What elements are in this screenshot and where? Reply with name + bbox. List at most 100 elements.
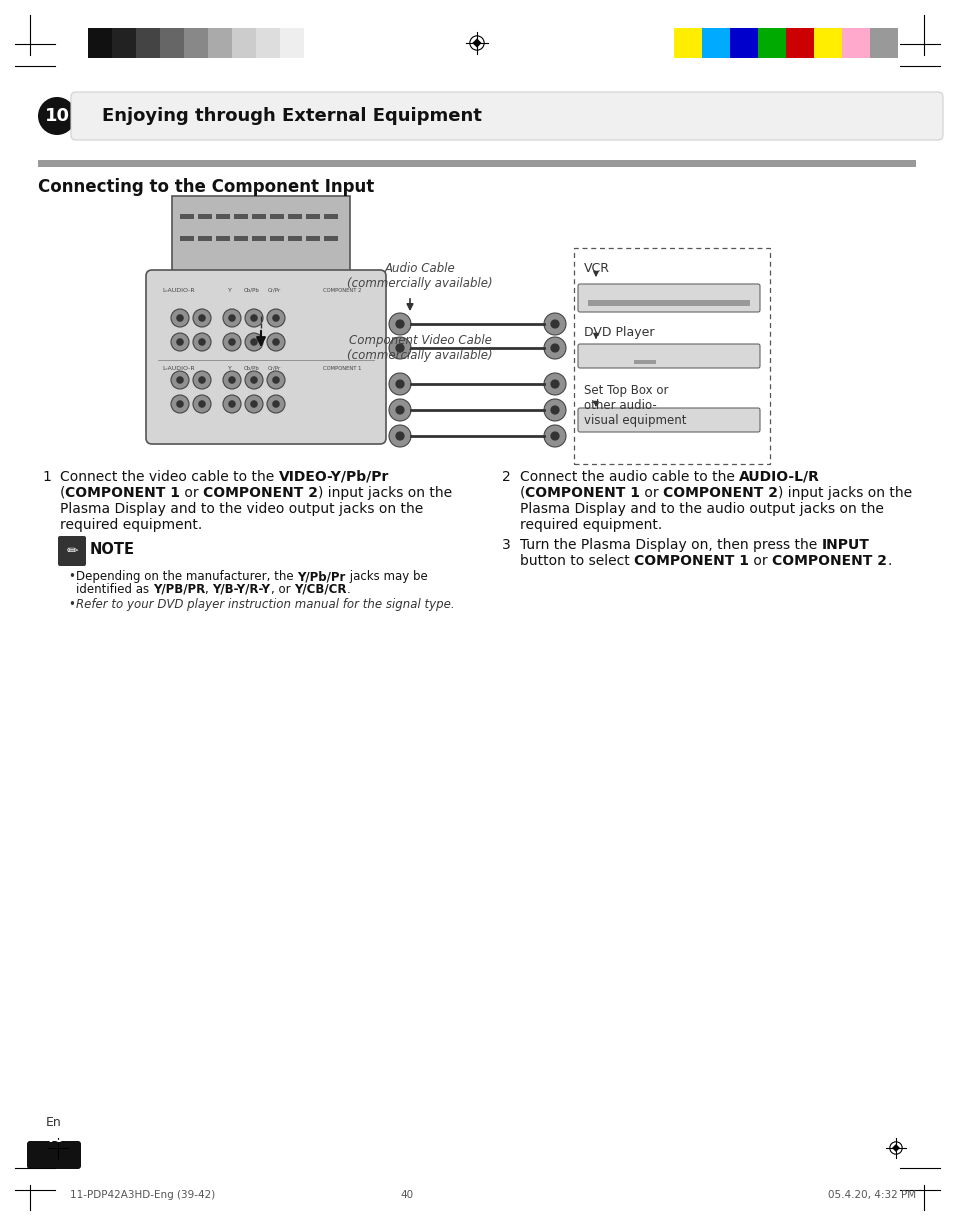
Bar [175, 292, 346, 310]
Text: COMPONENT 1: COMPONENT 1 [525, 486, 639, 501]
Circle shape [176, 314, 184, 322]
Text: NOTE: NOTE [90, 542, 135, 557]
Bar [232, 28, 255, 59]
Circle shape [171, 333, 189, 350]
Circle shape [543, 399, 565, 421]
Bar [215, 236, 230, 241]
Bar [242, 299, 250, 304]
Circle shape [198, 400, 206, 408]
Circle shape [245, 396, 263, 413]
Polygon shape [54, 1144, 62, 1151]
Bar [88, 28, 112, 59]
Bar [869, 28, 897, 59]
Text: AUDIO-L/R: AUDIO-L/R [739, 470, 820, 484]
Text: COMPONENT 1: COMPONENT 1 [66, 486, 180, 501]
Bar [233, 214, 248, 219]
Circle shape [389, 399, 411, 421]
Circle shape [223, 396, 241, 413]
Circle shape [272, 338, 279, 346]
Circle shape [176, 338, 184, 346]
Text: Cr/Pr: Cr/Pr [267, 288, 280, 293]
Text: jacks may be: jacks may be [345, 570, 427, 582]
Text: COMPONENT 2: COMPONENT 2 [203, 486, 318, 501]
Text: button to select: button to select [519, 554, 634, 568]
Circle shape [267, 309, 285, 327]
Bar [256, 299, 265, 304]
Bar [288, 214, 302, 219]
Bar [272, 299, 280, 304]
Circle shape [193, 396, 211, 413]
Circle shape [193, 371, 211, 389]
Text: Y: Y [228, 366, 232, 371]
Bar [701, 28, 729, 59]
Bar [280, 28, 304, 59]
Text: Audio Cable
(commercially available): Audio Cable (commercially available) [347, 263, 493, 291]
Circle shape [193, 309, 211, 327]
Bar [306, 214, 319, 219]
Circle shape [245, 309, 263, 327]
Text: Refer to your DVD player instruction manual for the signal type.: Refer to your DVD player instruction man… [76, 598, 455, 610]
Text: Connecting to the Component Input: Connecting to the Component Input [38, 178, 374, 197]
Circle shape [543, 313, 565, 335]
Circle shape [543, 425, 565, 447]
Bar [198, 214, 212, 219]
Circle shape [395, 380, 404, 388]
Text: Cb/Pb: Cb/Pb [244, 366, 259, 371]
Bar [227, 299, 234, 304]
Text: En: En [46, 1116, 62, 1128]
Circle shape [176, 400, 184, 408]
FancyBboxPatch shape [71, 92, 942, 140]
Circle shape [223, 333, 241, 350]
Circle shape [193, 333, 211, 350]
FancyBboxPatch shape [27, 1140, 81, 1168]
Polygon shape [891, 1144, 899, 1151]
Bar [758, 28, 785, 59]
Text: 11-PDP42A3HD-Eng (39-42): 11-PDP42A3HD-Eng (39-42) [70, 1190, 215, 1200]
Text: (: ( [60, 486, 66, 501]
Text: 1: 1 [42, 470, 51, 484]
Text: 2: 2 [501, 470, 510, 484]
Circle shape [389, 425, 411, 447]
Bar [813, 28, 841, 59]
Circle shape [250, 376, 257, 383]
Text: ) input jacks on the: ) input jacks on the [318, 486, 452, 501]
Text: COMPONENT 2: COMPONENT 2 [771, 554, 886, 568]
Bar [288, 236, 302, 241]
Circle shape [550, 405, 559, 415]
Bar [324, 214, 337, 219]
Text: 10: 10 [45, 107, 70, 125]
Circle shape [176, 376, 184, 383]
Text: DVD Player: DVD Player [583, 326, 654, 339]
Circle shape [389, 337, 411, 359]
Bar [182, 299, 190, 304]
Circle shape [198, 338, 206, 346]
Text: .: . [346, 582, 350, 596]
FancyBboxPatch shape [58, 536, 86, 567]
Text: L-AUDIO-R: L-AUDIO-R [162, 288, 194, 293]
Text: required equipment.: required equipment. [60, 518, 202, 532]
Bar [302, 299, 310, 304]
Text: 3: 3 [501, 538, 510, 552]
Bar [38, 160, 915, 167]
Text: Cr/Pr: Cr/Pr [267, 366, 280, 371]
Text: VIDEO-Y/Pb/Pr: VIDEO-Y/Pb/Pr [278, 470, 389, 484]
Circle shape [250, 314, 257, 322]
Text: Y/Pb/Pr: Y/Pb/Pr [297, 570, 345, 582]
Text: or: or [639, 486, 662, 501]
Circle shape [550, 343, 559, 353]
Text: COMPONENT 2: COMPONENT 2 [662, 486, 778, 501]
Text: •: • [68, 598, 74, 610]
Bar [634, 360, 656, 364]
Bar [841, 28, 869, 59]
Circle shape [272, 376, 279, 383]
Text: Enjoying through External Equipment: Enjoying through External Equipment [102, 107, 481, 125]
Bar [184, 28, 208, 59]
Text: Y/B-Y/R-Y: Y/B-Y/R-Y [213, 582, 271, 596]
Bar [785, 28, 813, 59]
Circle shape [395, 431, 404, 441]
Circle shape [171, 309, 189, 327]
Bar [180, 236, 193, 241]
Circle shape [550, 380, 559, 388]
Circle shape [198, 376, 206, 383]
Bar [587, 300, 749, 306]
